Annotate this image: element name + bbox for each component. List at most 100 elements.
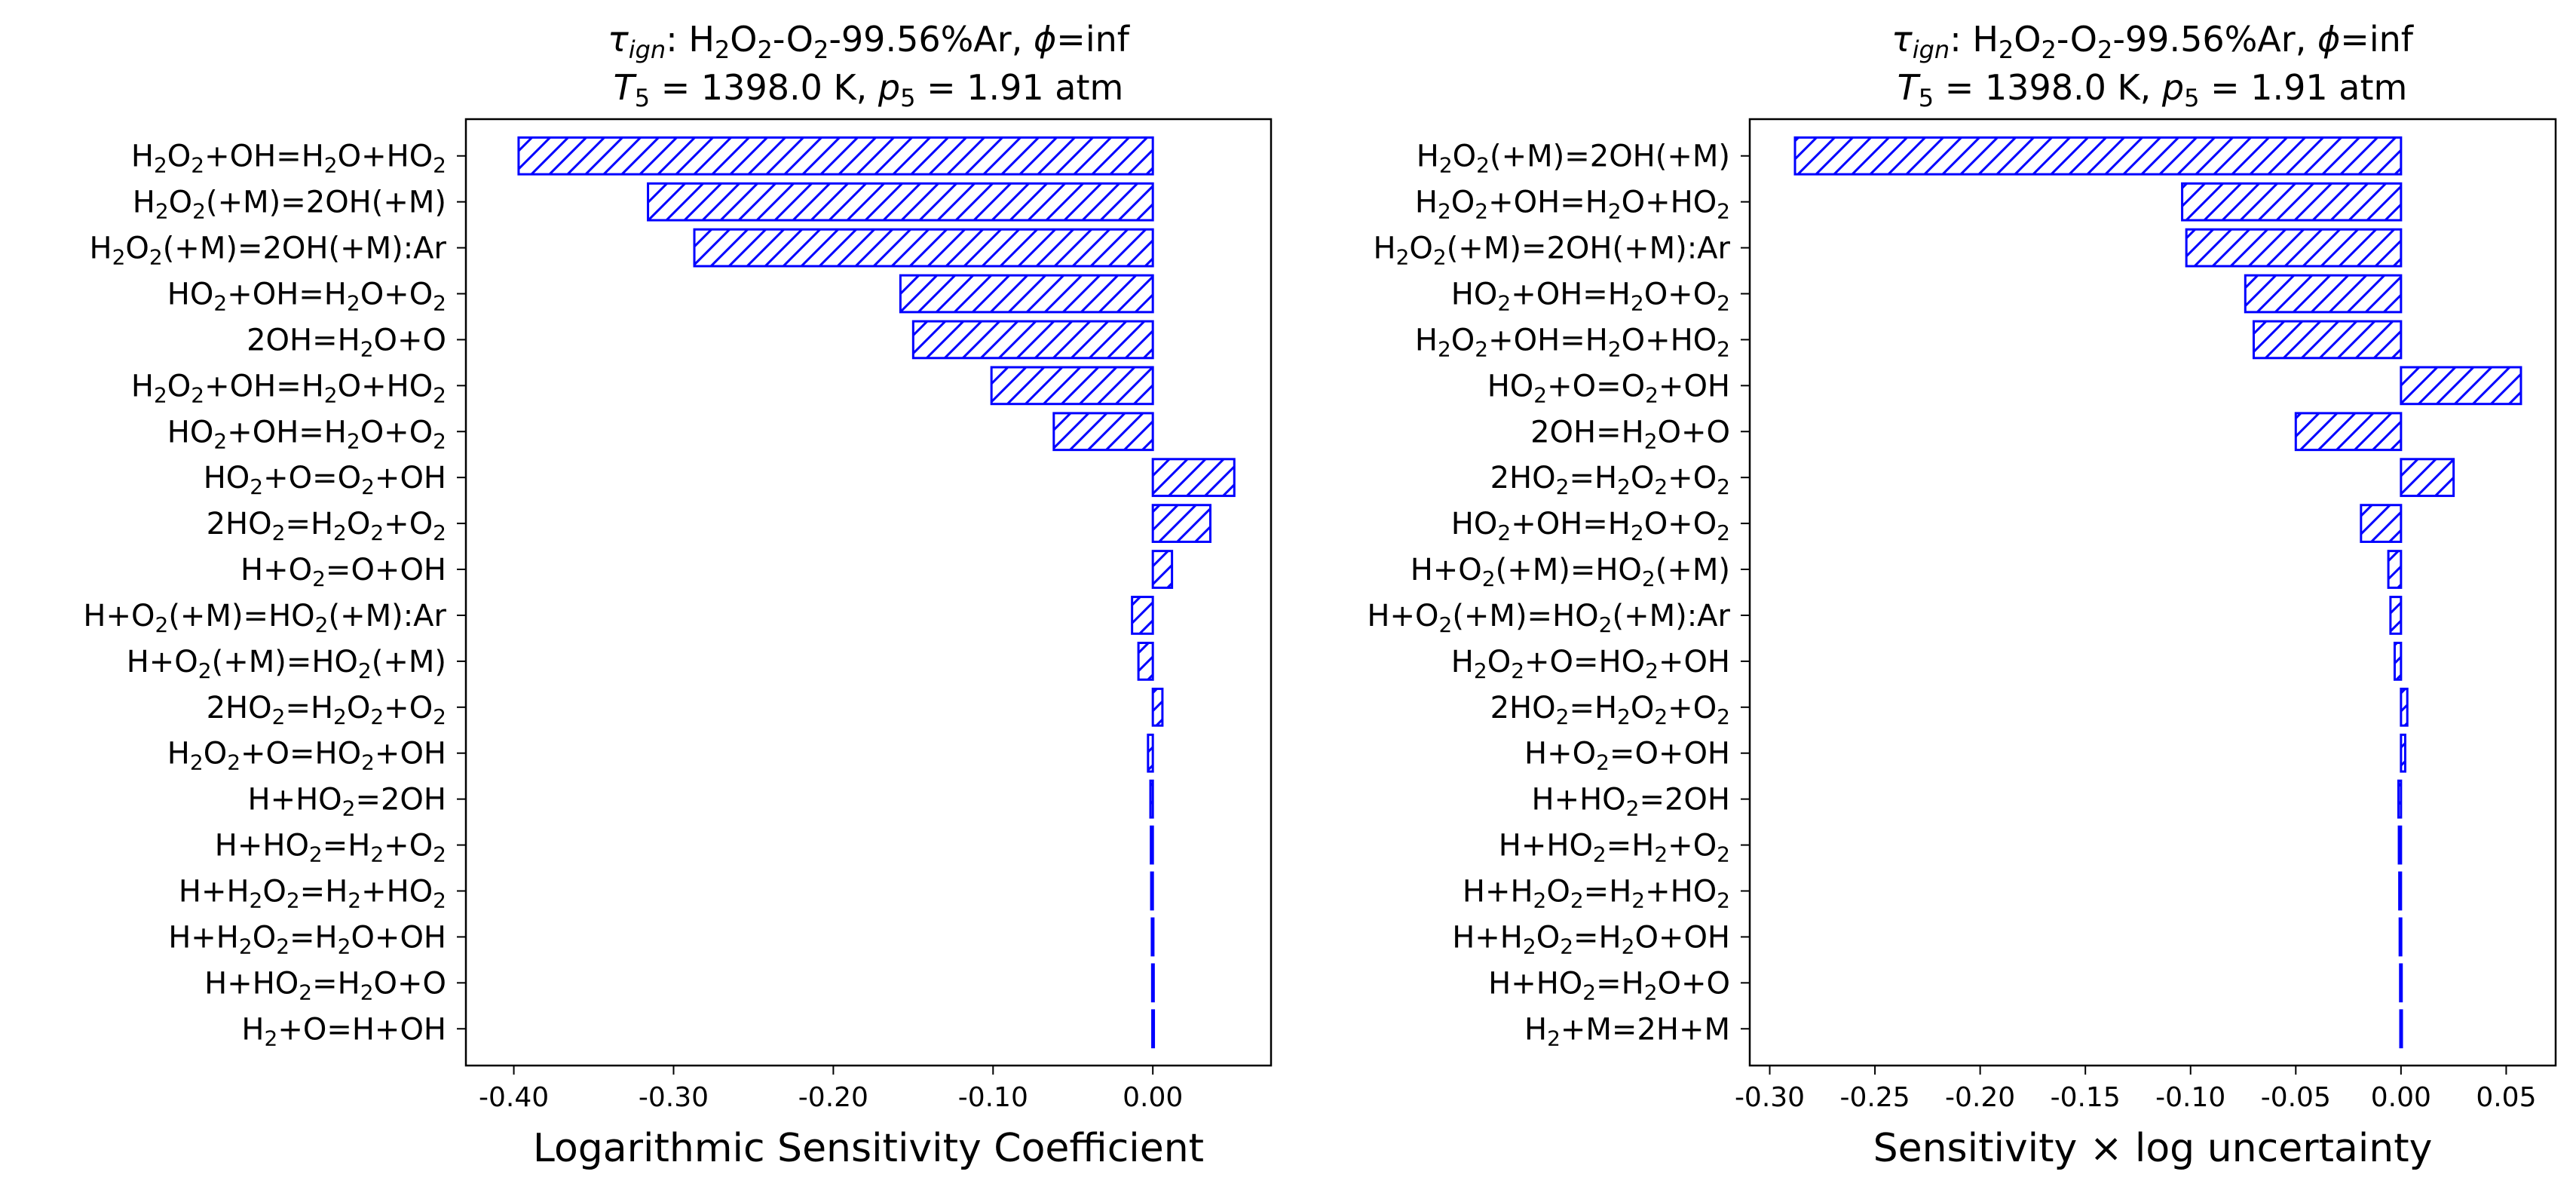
bar-7 xyxy=(1052,412,1154,452)
chart-title-conditions: T5 = 1398.0 K, p5 = 1.91 atm xyxy=(1898,67,2408,112)
y-tick-labels: H2​O2​+OH=H2​O+HO2​ H2​O2​(+M)=2OH(+M) H2​… xyxy=(83,140,466,1050)
y-tick-label: HO2​+OH=H2​O+O2​ xyxy=(167,278,446,316)
x-tick-label: 0.00 xyxy=(1123,1082,1183,1113)
y-tick-label: 2HO2​=H2​O2​+O2​ xyxy=(207,691,446,729)
bar-8 xyxy=(1151,458,1236,498)
bar-7 xyxy=(2294,412,2403,452)
y-tick-label: H+O2​(+M)=HO2​(+M):Ar xyxy=(83,599,446,637)
y-tick-label: HO2​+O=O2​+OH xyxy=(204,461,446,499)
y-tick-label: H2​O2​(+M)=2OH(+M) xyxy=(1417,140,1730,178)
bar-5 xyxy=(2252,320,2403,360)
y-tick-label: H+H2​O2​=H2​+HO2​ xyxy=(1463,874,1730,912)
bar-3 xyxy=(2185,228,2403,268)
bar-5 xyxy=(911,320,1154,360)
bar-17 xyxy=(2398,871,2403,911)
x-tick-label: -0.15 xyxy=(2051,1082,2121,1113)
bar-10 xyxy=(1151,550,1174,589)
bar-14 xyxy=(2400,733,2406,773)
bar-2 xyxy=(647,182,1154,222)
bar-16 xyxy=(2397,825,2403,865)
x-tick-label: -0.30 xyxy=(639,1082,709,1113)
bar-6 xyxy=(2400,366,2522,406)
y-tick-label: HO2​+OH=H2​O+O2​ xyxy=(1451,278,1730,316)
bar-13 xyxy=(1151,687,1164,727)
y-tick-label: H+H2​O2​=H2​O+OH xyxy=(1452,920,1730,958)
y-tick-label: H+HO2​=H2​O+O xyxy=(1488,966,1730,1004)
bar-12 xyxy=(2393,642,2403,681)
y-tick-label: 2OH=H2​O+O xyxy=(247,323,446,361)
y-tick-label: H+O2​=O+OH xyxy=(240,553,446,591)
chart-title-main: τign: H2​O2​-O2​-99.56%Ar, ϕ=inf xyxy=(1891,19,2415,64)
y-tick-label: H2​O2​(+M)=2OH(+M) xyxy=(133,186,446,224)
bar-4 xyxy=(899,274,1154,314)
bar-13 xyxy=(2400,687,2409,727)
x-tick-label: -0.10 xyxy=(958,1082,1028,1113)
y-tick-label: 2HO2​=H2​O2​+O2​ xyxy=(207,507,446,545)
bar-19 xyxy=(1150,963,1155,1003)
y-tick-label: H2​O2​+OH=H2​O+HO2​ xyxy=(1415,323,1730,361)
y-tick-label: H+HO2​=H2​+O2​ xyxy=(215,829,446,867)
y-tick-label: H2​O2​+OH=H2​O+HO2​ xyxy=(1415,186,1730,224)
x-tick-label: 0.00 xyxy=(2371,1082,2431,1113)
y-tick-label: 2HO2​=H2​O2​+O2​ xyxy=(1490,461,1730,499)
y-tick-label: H2​O2​+O=HO2​+OH xyxy=(167,737,446,775)
y-tick-label: H+H2​O2​=H2​+HO2​ xyxy=(179,874,446,912)
bar-15 xyxy=(2397,779,2403,819)
y-tick-label: H+H2​O2​=H2​O+OH xyxy=(168,920,446,958)
x-tick-label: -0.25 xyxy=(1839,1082,1910,1113)
y-tick-label: H2​O2​+OH=H2​O+HO2​ xyxy=(131,369,446,407)
bar-1 xyxy=(1793,136,2403,176)
y-tick-label: 2OH=H2​O+O xyxy=(1530,415,1730,453)
y-tick-label: H+HO2​=2OH xyxy=(1531,783,1730,821)
bar-19 xyxy=(2399,963,2403,1003)
bar-14 xyxy=(1147,733,1154,773)
bar-9 xyxy=(2360,504,2403,543)
bar-3 xyxy=(693,228,1154,268)
bar-11 xyxy=(2389,596,2403,635)
x-ticks: -0.40 -0.30 -0.20 -0.10 0.00 xyxy=(479,1066,1183,1113)
bar-20 xyxy=(2399,1009,2403,1049)
y-tick-label: HO2​+OH=H2​O+O2​ xyxy=(1451,507,1730,545)
y-tick-label: H2​O2​(+M)=2OH(+M):Ar xyxy=(89,232,446,270)
bar-6 xyxy=(990,366,1154,406)
x-tick-label: -0.20 xyxy=(1945,1082,2015,1113)
x-axis-label: Logarithmic Sensitivity Coefficient xyxy=(533,1126,1204,1171)
y-tick-label: H+HO2​=H2​O+O xyxy=(204,966,446,1004)
y-tick-label: H2​O2​+O=HO2​+OH xyxy=(1451,645,1730,683)
bar-2 xyxy=(2181,182,2403,222)
bars xyxy=(1793,136,2522,1049)
bar-18 xyxy=(1150,917,1155,957)
bar-10 xyxy=(2387,550,2403,589)
y-tick-label: H2​+M=2H+M xyxy=(1524,1012,1730,1050)
y-tick-label: H2​O2​+OH=H2​O+HO2​ xyxy=(131,140,446,178)
bar-20 xyxy=(1151,1009,1156,1049)
bar-18 xyxy=(2398,917,2403,957)
x-tick-label: -0.40 xyxy=(479,1082,549,1113)
x-tick-label: -0.05 xyxy=(2261,1082,2331,1113)
y-tick-label: H2​+O=H+OH xyxy=(241,1012,446,1050)
x-tick-label: -0.30 xyxy=(1735,1082,1805,1113)
x-tick-label: -0.20 xyxy=(798,1082,868,1113)
bar-16 xyxy=(1150,825,1154,865)
y-tick-label: H+HO2​=2OH xyxy=(247,783,446,821)
bar-15 xyxy=(1149,779,1154,819)
y-tick-label: H+O2​(+M)=HO2​(+M):Ar xyxy=(1367,599,1730,637)
bars xyxy=(517,136,1236,1049)
bar-17 xyxy=(1150,871,1154,911)
bar-9 xyxy=(1151,504,1211,543)
bar-1 xyxy=(517,136,1154,176)
y-tick-label: H+O2​=O+OH xyxy=(1524,737,1730,775)
y-tick-label: HO2​+OH=H2​O+O2​ xyxy=(167,415,446,453)
x-axis-label: Sensitivity × log uncertainty xyxy=(1873,1126,2433,1171)
axes-frame xyxy=(1748,118,2557,1067)
chart-title-main: τign: H2​O2​-O2​-99.56%Ar, ϕ=inf xyxy=(608,19,1131,64)
x-tick-label: 0.05 xyxy=(2476,1082,2536,1113)
y-tick-label: H2​O2​(+M)=2OH(+M):Ar xyxy=(1373,232,1730,270)
chart-title-conditions: T5 = 1398.0 K, p5 = 1.91 atm xyxy=(614,67,1124,112)
bar-4 xyxy=(2244,274,2403,314)
axes-frame xyxy=(464,118,1273,1067)
x-tick-label: -0.10 xyxy=(2155,1082,2225,1113)
